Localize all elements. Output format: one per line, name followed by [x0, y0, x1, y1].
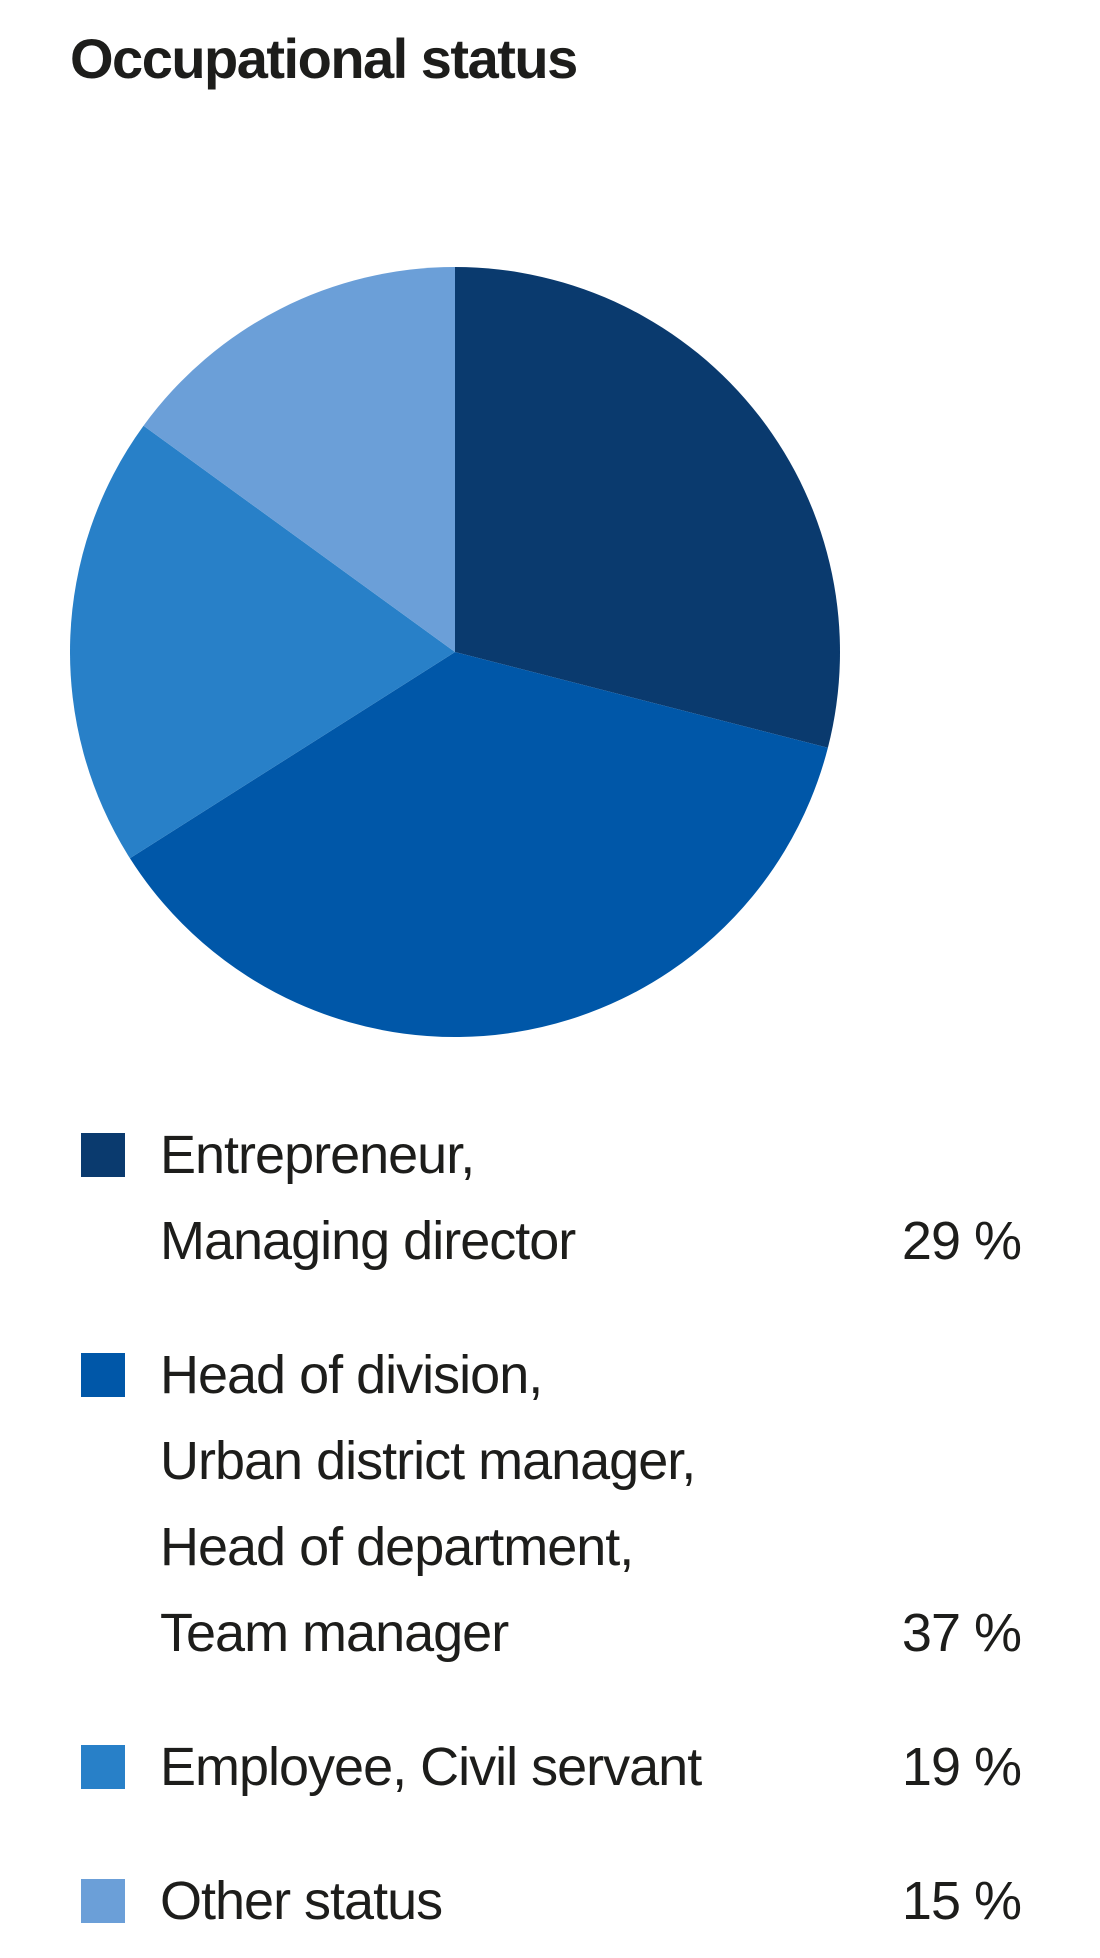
legend-label: Other status [160, 1858, 902, 1944]
pie-chart [70, 267, 840, 1037]
legend-value: 19 % [901, 1737, 1022, 1797]
legend-label: Employee, Civil servant [160, 1724, 902, 1810]
legend-swatch [81, 1353, 125, 1397]
legend-item-employee: Employee, Civil servant 19 % [81, 1724, 1022, 1810]
pie-slice-3 [143, 267, 455, 652]
legend: Entrepreneur, Managing director 29 % Hea… [81, 1112, 1022, 1944]
legend-value: 37 % [901, 1603, 1022, 1663]
legend-label: Head of division, Urban district manager… [160, 1332, 902, 1676]
legend-value: 15 % [901, 1871, 1022, 1931]
legend-label-line: Other status [160, 1871, 443, 1931]
legend-label-line: Managing director [160, 1211, 576, 1271]
legend-item-head-of-division: Head of division, Urban district manager… [81, 1332, 1022, 1676]
legend-label-line: Head of department, [160, 1517, 634, 1577]
legend-item-other-status: Other status 15 % [81, 1858, 1022, 1944]
legend-value: 29 % [901, 1211, 1022, 1271]
legend-label-line: Urban district manager, [160, 1431, 696, 1491]
legend-label-line: Employee, Civil servant [160, 1737, 702, 1797]
legend-label-line: Entrepreneur, [160, 1125, 475, 1185]
legend-swatch [81, 1133, 125, 1177]
legend-swatch [81, 1745, 125, 1789]
page-title: Occupational status [70, 27, 578, 90]
legend-label-line: Team manager [160, 1603, 509, 1663]
legend-swatch [81, 1879, 125, 1923]
legend-item-entrepreneur: Entrepreneur, Managing director 29 % [81, 1112, 1022, 1284]
legend-label-line: Head of division, [160, 1345, 543, 1405]
pie-slice-2 [70, 425, 455, 859]
pie-slice-1 [129, 652, 828, 1037]
pie-slice-0 [455, 267, 840, 748]
legend-label: Entrepreneur, Managing director [160, 1112, 902, 1284]
pie-chart-container [70, 267, 840, 1037]
